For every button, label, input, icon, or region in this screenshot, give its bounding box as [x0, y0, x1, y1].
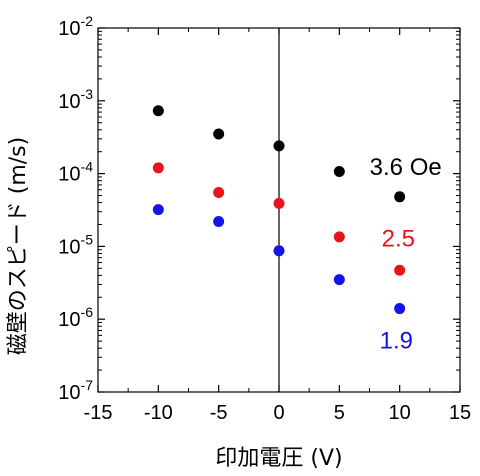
- data-point: [333, 274, 345, 286]
- data-point: [213, 187, 225, 199]
- data-point: [394, 303, 406, 315]
- x-axis-title: 印加電圧 (V): [215, 446, 342, 471]
- x-tick-label: 10: [389, 402, 411, 424]
- data-point: [273, 140, 285, 152]
- y-tick-label: 10-3: [58, 86, 93, 113]
- x-tick-label: -5: [210, 402, 228, 424]
- x-axis-ticks: -15 -10 -5 0 5 10 15: [84, 28, 471, 424]
- data-point: [273, 197, 285, 209]
- y-tick-label: 10-2: [58, 13, 93, 40]
- y-tick-label: 10-7: [58, 377, 93, 404]
- series-annotations: 3.6 Oe 2.5 1.9: [370, 154, 442, 355]
- y-tick-label: 10-5: [58, 231, 93, 258]
- data-point: [394, 264, 406, 276]
- x-tick-label: 0: [273, 402, 284, 424]
- data-point: [152, 162, 164, 174]
- data-point: [213, 128, 225, 140]
- y-axis-title: 磁壁のスピード (m/s): [6, 137, 31, 355]
- data-points: [152, 105, 406, 315]
- y-tick-label: 10-4: [58, 159, 93, 186]
- y-tick-label: 10-6: [58, 304, 93, 331]
- series-label: 3.6 Oe: [370, 154, 442, 181]
- data-point: [333, 231, 345, 243]
- x-tick-label: 15: [449, 402, 471, 424]
- data-point: [213, 215, 225, 227]
- data-point: [273, 245, 285, 257]
- y-axis-ticks: 10-7 10-6 10-5 10-4 10-3 10-2: [58, 13, 460, 404]
- x-tick-label: -10: [144, 402, 173, 424]
- x-tick-label: 5: [334, 402, 345, 424]
- series-label: 2.5: [382, 225, 415, 252]
- data-point: [152, 105, 164, 117]
- data-point: [394, 191, 406, 203]
- x-tick-label: -15: [84, 402, 113, 424]
- series-label: 1.9: [380, 328, 413, 355]
- data-point: [333, 165, 345, 177]
- data-point: [152, 204, 164, 216]
